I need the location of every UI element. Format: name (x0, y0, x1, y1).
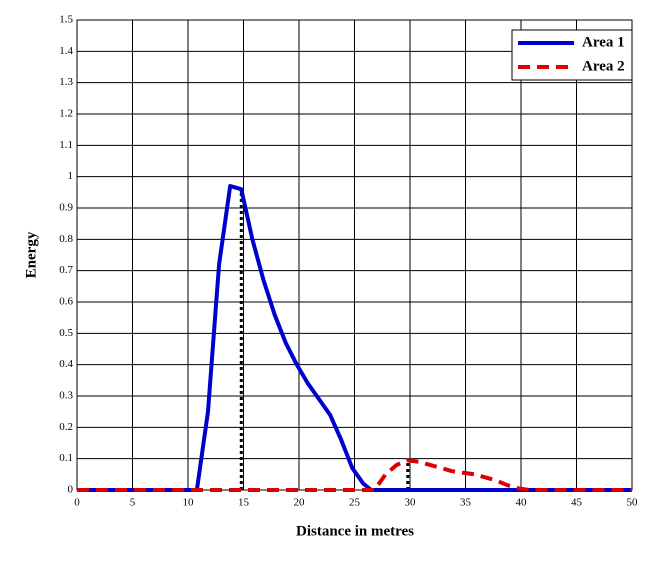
y-tick-label: 0.7 (59, 264, 73, 276)
line-series (77, 184, 632, 492)
y-tick-label: 0.5 (59, 327, 73, 339)
y-tick-label: 0.8 (59, 233, 73, 245)
x-axis-title: Distance in metres (296, 523, 414, 539)
x-tick-label: 5 (130, 497, 136, 509)
y-tick-label: 1.2 (59, 108, 73, 120)
x-tick-label: 50 (627, 497, 639, 509)
y-tick-label: 1.3 (59, 76, 73, 88)
y-tick-label: 0.9 (59, 202, 73, 214)
legend-label: Area 2 (582, 58, 625, 74)
y-tick-label: 0.3 (59, 390, 73, 402)
x-tick-label: 15 (238, 497, 250, 509)
y-tick-label: 1.4 (59, 45, 73, 57)
x-tick-label: 40 (516, 497, 528, 509)
x-tick-label: 30 (405, 497, 417, 509)
y-tick-label: 0 (68, 484, 74, 496)
y-axis-title: Energy (23, 231, 39, 278)
y-tick-label: 0.6 (59, 296, 73, 308)
legend-label: Area 1 (582, 34, 625, 50)
x-tick-label: 35 (460, 497, 472, 509)
x-tick-label: 10 (183, 497, 195, 509)
x-tick-label: 20 (294, 497, 306, 509)
x-tick-label: 45 (571, 497, 583, 509)
y-tick-label: 0.1 (59, 452, 73, 464)
line-series (77, 458, 632, 492)
y-tick-label: 0.2 (59, 421, 73, 433)
y-tick-label: 1.1 (59, 139, 73, 151)
x-tick-label: 25 (349, 497, 361, 509)
x-tick-label: 0 (74, 497, 80, 509)
y-tick-label: 1 (68, 170, 74, 182)
legend-box (511, 29, 633, 81)
y-tick-label: 0.4 (59, 358, 73, 370)
y-tick-label: 1.5 (59, 14, 73, 26)
